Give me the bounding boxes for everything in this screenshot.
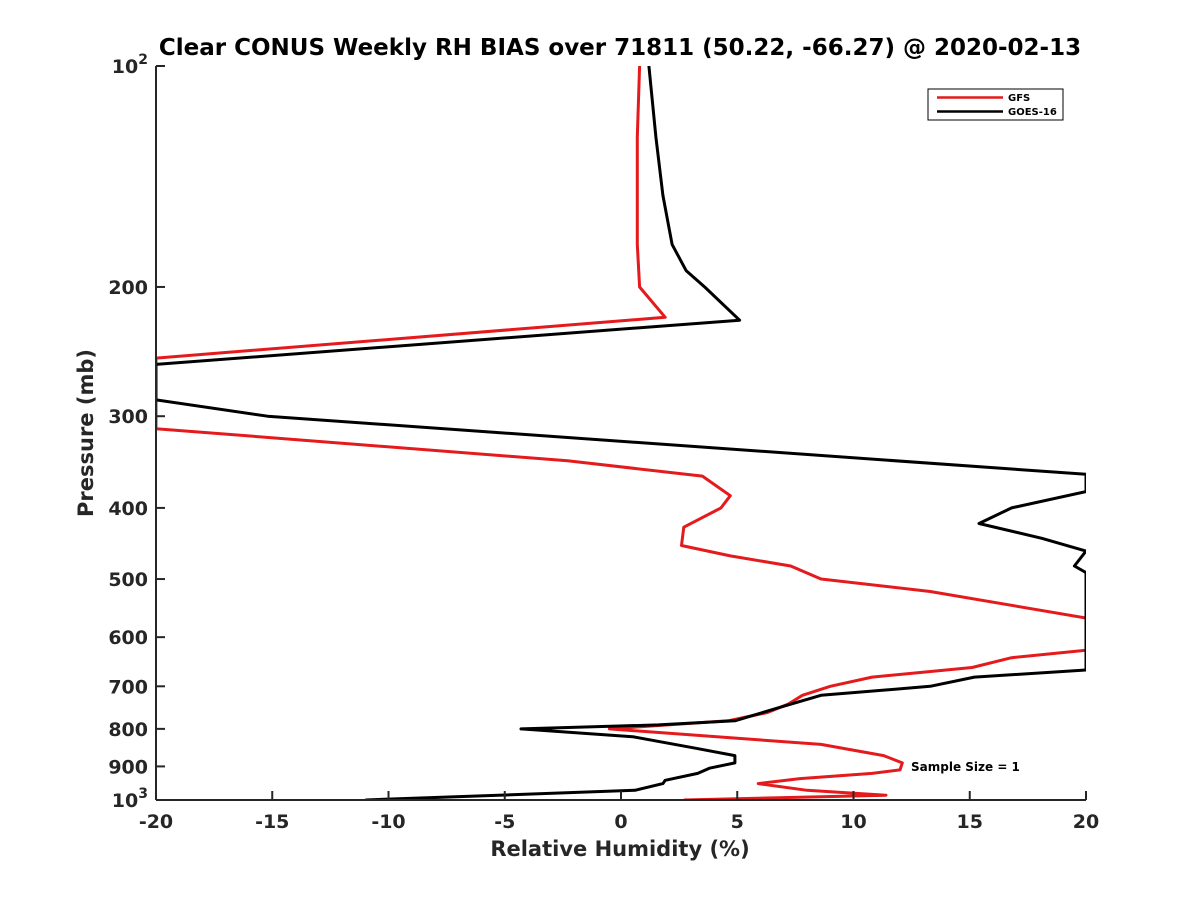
legend: GFS GOES-16 xyxy=(927,88,1064,121)
y-tick-label: 600 xyxy=(108,627,148,649)
x-tick-label: 20 xyxy=(1073,811,1099,833)
series-line-goes-16 xyxy=(156,66,1086,800)
y-tick-label: 400 xyxy=(108,498,148,520)
y-tick-label: 900 xyxy=(108,756,148,778)
legend-box xyxy=(927,88,1064,121)
chart-title: Clear CONUS Weekly RH BIAS over 71811 (5… xyxy=(159,35,1081,61)
tick-labels: -20 -15 -10 -5 0 5 10 15 20 102 200 300 400 500 600 700… xyxy=(108,52,1099,833)
series-layer xyxy=(156,66,1086,800)
x-tick-label: -20 xyxy=(139,811,173,833)
y-tick-label: 800 xyxy=(108,719,148,741)
x-tick-label: 15 xyxy=(957,811,983,833)
y-tick-label: 200 xyxy=(108,277,148,299)
x-tick-label: 0 xyxy=(614,811,627,833)
axes-layer xyxy=(155,65,1087,801)
y-tick-label: 500 xyxy=(108,569,148,591)
x-tick-label: -10 xyxy=(371,811,405,833)
y-axis-label: Pressure (mb) xyxy=(74,349,98,517)
x-axis-label: Relative Humidity (%) xyxy=(490,837,749,861)
y-tick-label: 700 xyxy=(108,676,148,698)
legend-label-gfs: GFS xyxy=(1008,93,1030,104)
x-tick-label: -5 xyxy=(494,811,515,833)
y-tick-label: 102 xyxy=(112,52,148,78)
y-tick-label: 103 xyxy=(112,786,148,812)
x-tick-label: -15 xyxy=(255,811,289,833)
legend-label-goes16: GOES-16 xyxy=(1008,107,1057,118)
x-tick-label: 5 xyxy=(731,811,744,833)
y-tick-label: 300 xyxy=(108,406,148,428)
series-line-gfs xyxy=(156,66,1086,800)
x-tick-label: 10 xyxy=(840,811,866,833)
sample-size-annotation: Sample Size = 1 xyxy=(911,760,1020,774)
